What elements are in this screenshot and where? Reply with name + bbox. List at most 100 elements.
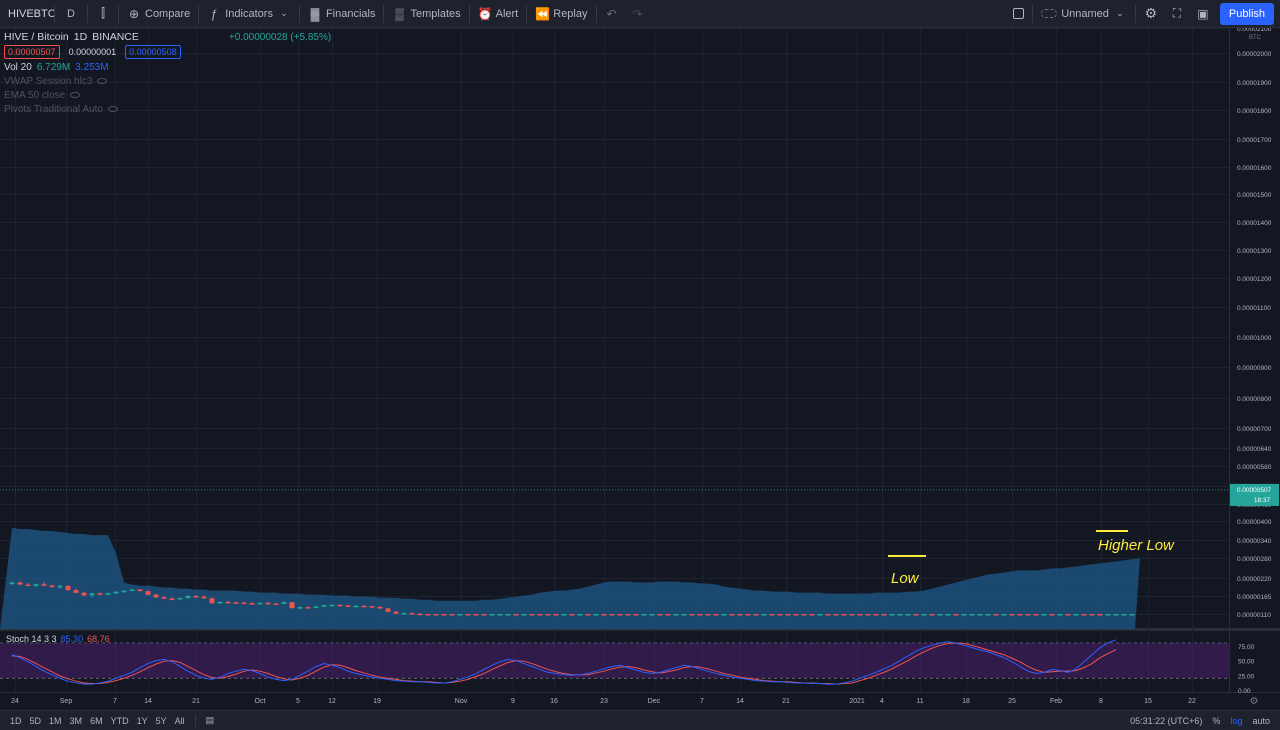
candle-down [625, 614, 631, 616]
interval-button[interactable]: D [57, 0, 85, 28]
timeframe-1m[interactable]: 1M [49, 715, 62, 726]
candle-up [945, 614, 951, 616]
x-tick-label: 12 [328, 698, 336, 705]
log-toggle[interactable]: log [1230, 715, 1243, 726]
replay-button[interactable]: ⏪ Replay [529, 0, 593, 28]
timeframe-ytd[interactable]: YTD [110, 715, 129, 726]
redo-button[interactable]: ↷ [625, 0, 651, 28]
currency-label: BTC [1249, 35, 1262, 41]
candle-up [641, 614, 647, 616]
undo-button[interactable]: ↶ [599, 0, 625, 28]
candle-up [681, 614, 687, 616]
candle-up [937, 614, 943, 616]
percent-toggle[interactable]: % [1212, 715, 1221, 726]
chevron-down-icon: ⌄ [280, 8, 288, 18]
candle-down [449, 614, 455, 616]
x-tick-label: 9 [511, 698, 515, 705]
fullscreen-button[interactable]: ⛶ [1164, 0, 1190, 28]
candle-down [241, 602, 247, 605]
candle-up [129, 589, 135, 591]
candle-down [73, 590, 79, 593]
candles [9, 581, 1135, 616]
candle-up [1113, 614, 1119, 616]
candle-down [849, 614, 855, 616]
timeframe-3m[interactable]: 3M [69, 715, 83, 726]
financials-button[interactable]: ▓ Financials [302, 0, 382, 28]
candle-down [1017, 614, 1023, 616]
candle-up [217, 601, 223, 604]
indicators-button[interactable]: ƒ Indicators ⌄ [201, 0, 297, 28]
candle-up [921, 614, 927, 616]
y-tick-label: 0.00001500 [1237, 192, 1272, 199]
goto-date-button[interactable]: ▤ [202, 715, 219, 726]
x-tick-label: 21 [782, 698, 790, 705]
candle-up [33, 584, 39, 586]
candle-down [953, 614, 959, 616]
y-tick-label: 0.00000110 [1237, 612, 1271, 619]
candle-down [385, 608, 391, 612]
templates-button[interactable]: ▒ Templates [386, 0, 466, 28]
candle-down [809, 614, 815, 616]
legend-indicator-vwap[interactable]: VWAP Session hlc3 [4, 74, 331, 88]
candle-down [801, 614, 807, 616]
x-tick-label: Nov [455, 698, 468, 705]
candle-down [601, 614, 607, 616]
layout-name-button[interactable]: Unnamed ⌄ [1035, 0, 1133, 28]
clock[interactable]: 05:31:22 (UTC+6) [1130, 715, 1203, 726]
eye-hidden-icon[interactable] [107, 106, 118, 112]
legend-interval: 1D [73, 31, 88, 43]
legend-symbol-title: HIVE / Bitcoin [4, 31, 69, 43]
bottom-divider [194, 714, 196, 727]
alert-button[interactable]: ⏰ Alert [472, 0, 525, 28]
candle-down [265, 602, 271, 605]
eye-hidden-icon[interactable] [70, 92, 81, 98]
candle-up [1129, 614, 1135, 616]
x-tick-label: Dec [648, 698, 661, 705]
auto-toggle[interactable]: auto [1252, 715, 1270, 726]
settings-button[interactable]: ⚙ [1138, 0, 1164, 28]
chart-style-button[interactable]: ⫿ [90, 0, 116, 28]
axis-settings-icon: ⚙ [1250, 696, 1259, 707]
candle-up [761, 614, 767, 616]
publish-button[interactable]: Publish [1219, 2, 1274, 25]
y-tick-label: 0.00000700 [1237, 426, 1272, 433]
x-tick-label: 4 [880, 698, 884, 705]
camera-icon: ▣ [1197, 6, 1209, 21]
x-tick-label: 25 [1008, 698, 1016, 705]
countdown-label: 18:37 [1254, 497, 1271, 504]
y-tick-label: 0.00001100 [1237, 305, 1271, 312]
buy-price-button[interactable]: 0.00000508 [125, 45, 181, 59]
x-tick-label: 7 [113, 698, 117, 705]
candle-up [1121, 614, 1127, 616]
candle-down [585, 614, 591, 616]
symbol-search-button[interactable]: HIVEBTC [0, 0, 56, 28]
legend-indicator-pivots[interactable]: Pivots Traditional Auto [4, 102, 331, 116]
compare-button[interactable]: ⊕ Compare [121, 0, 196, 28]
sell-price-button[interactable]: 0.00000507 [4, 45, 60, 59]
timeframe-all[interactable]: All [174, 715, 185, 726]
candle-down [769, 614, 775, 616]
indicator-vwap-label: VWAP Session hlc3 [4, 75, 93, 87]
timeframe-5y[interactable]: 5Y [155, 715, 167, 726]
legend-indicator-ema[interactable]: EMA 50 close [4, 88, 331, 102]
candle-down [233, 602, 239, 604]
timeframe-1d[interactable]: 1D [10, 715, 22, 726]
candles-icon: ⫿ [101, 6, 105, 20]
y-tick-label: 0.00001900 [1237, 80, 1272, 87]
stoch-label: Stoch 14 3 3 [6, 634, 57, 644]
candle-down [873, 614, 879, 616]
layout-select-button[interactable] [1007, 0, 1030, 28]
timeframe-6m[interactable]: 6M [90, 715, 103, 726]
timeframe-1y[interactable]: 1Y [136, 715, 148, 726]
candle-up [905, 614, 911, 616]
y-tick-label: 0.00001400 [1237, 220, 1272, 227]
timeframe-5d[interactable]: 5D [29, 715, 42, 726]
candle-up [505, 614, 511, 616]
candle-down [41, 584, 47, 586]
eye-hidden-icon[interactable] [97, 78, 108, 84]
candle-down [25, 584, 31, 587]
candle-down [689, 614, 695, 616]
snapshot-button[interactable]: ▣ [1190, 0, 1216, 28]
candle-down [881, 614, 887, 616]
